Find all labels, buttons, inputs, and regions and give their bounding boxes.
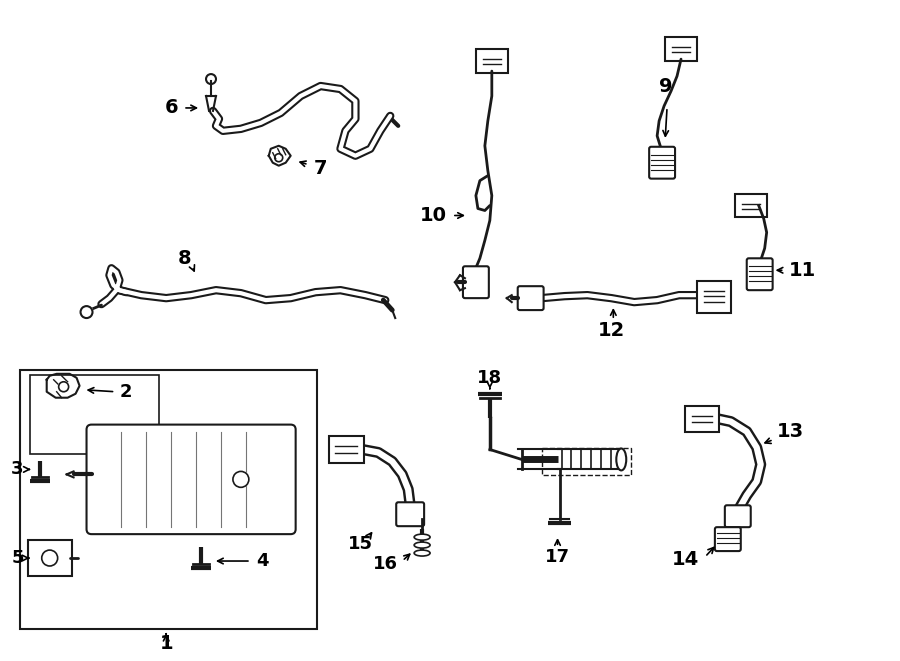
FancyBboxPatch shape bbox=[747, 258, 772, 290]
FancyBboxPatch shape bbox=[724, 505, 751, 527]
Text: 6: 6 bbox=[165, 98, 178, 118]
Bar bbox=[30, 375, 159, 455]
Text: 3: 3 bbox=[12, 461, 23, 479]
Ellipse shape bbox=[616, 449, 626, 471]
Text: 1: 1 bbox=[159, 634, 173, 653]
FancyBboxPatch shape bbox=[685, 406, 719, 432]
FancyBboxPatch shape bbox=[396, 502, 424, 526]
FancyBboxPatch shape bbox=[715, 527, 741, 551]
Text: 2: 2 bbox=[120, 383, 132, 401]
Text: 5: 5 bbox=[12, 549, 23, 567]
Text: 16: 16 bbox=[374, 555, 398, 573]
Text: 17: 17 bbox=[545, 548, 570, 566]
Text: 13: 13 bbox=[777, 422, 804, 441]
Text: 10: 10 bbox=[420, 206, 447, 225]
FancyBboxPatch shape bbox=[463, 266, 489, 298]
FancyBboxPatch shape bbox=[649, 147, 675, 178]
Circle shape bbox=[41, 550, 58, 566]
Ellipse shape bbox=[414, 550, 430, 556]
Text: 9: 9 bbox=[659, 77, 672, 96]
Text: 4: 4 bbox=[256, 552, 268, 570]
Circle shape bbox=[233, 471, 248, 487]
Text: 12: 12 bbox=[598, 321, 625, 340]
Bar bbox=[20, 370, 317, 629]
FancyBboxPatch shape bbox=[476, 49, 508, 73]
FancyBboxPatch shape bbox=[28, 540, 72, 576]
FancyBboxPatch shape bbox=[328, 436, 364, 463]
Circle shape bbox=[81, 306, 93, 318]
FancyBboxPatch shape bbox=[734, 194, 767, 217]
FancyBboxPatch shape bbox=[697, 281, 731, 313]
Text: 18: 18 bbox=[477, 369, 502, 387]
Text: 15: 15 bbox=[348, 535, 373, 553]
FancyBboxPatch shape bbox=[518, 286, 544, 310]
FancyBboxPatch shape bbox=[86, 424, 296, 534]
Text: 14: 14 bbox=[671, 549, 699, 568]
Circle shape bbox=[58, 382, 68, 392]
Ellipse shape bbox=[414, 534, 430, 540]
FancyBboxPatch shape bbox=[665, 37, 697, 61]
Text: 11: 11 bbox=[788, 260, 815, 280]
Ellipse shape bbox=[414, 542, 430, 548]
Text: 7: 7 bbox=[314, 159, 328, 178]
Text: 8: 8 bbox=[177, 249, 191, 268]
Bar bbox=[542, 447, 631, 475]
